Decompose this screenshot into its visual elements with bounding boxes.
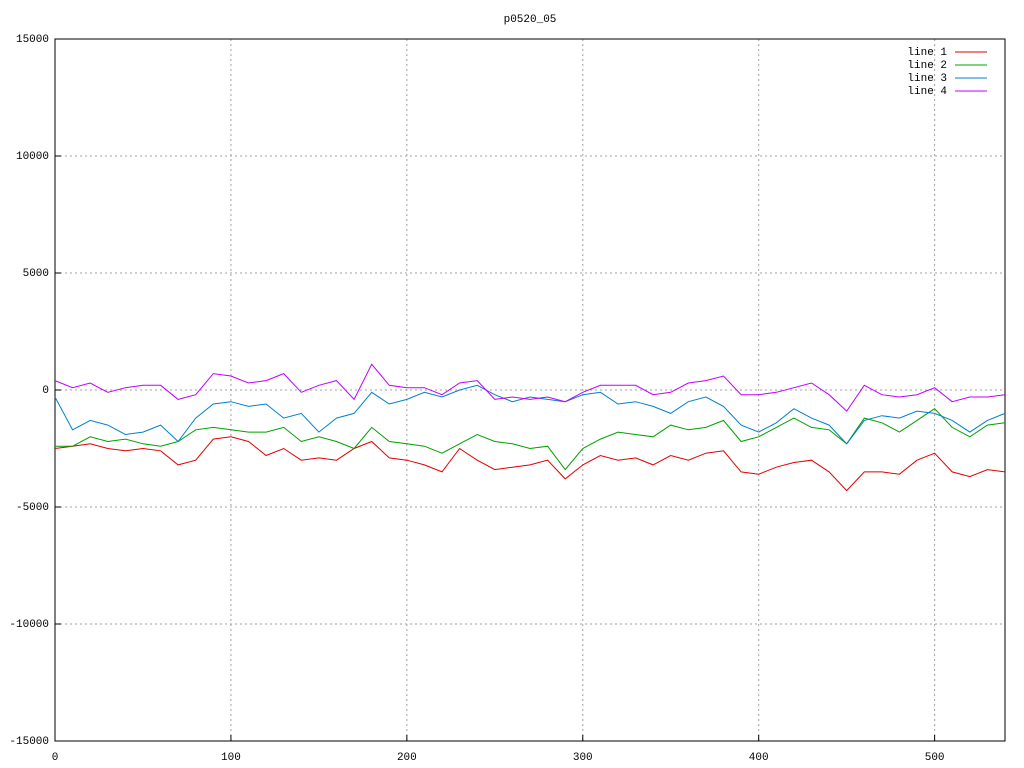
legend-label: line 2 xyxy=(907,60,947,72)
legend-label: line 3 xyxy=(907,73,947,85)
legend-label: line 4 xyxy=(907,86,947,98)
chart-title: p0520_05 xyxy=(504,14,557,26)
y-tick-label: -10000 xyxy=(9,619,49,631)
y-tick-label: 0 xyxy=(42,385,49,397)
legend-label: line 1 xyxy=(907,47,947,59)
x-tick-label: 200 xyxy=(397,752,417,764)
series-line xyxy=(54,436,1006,492)
x-tick-label: 500 xyxy=(925,752,945,764)
series-line xyxy=(54,363,1006,412)
x-tick-label: 100 xyxy=(221,752,241,764)
x-tick-label: 400 xyxy=(749,752,769,764)
y-tick-label: 15000 xyxy=(16,34,49,46)
series-line xyxy=(54,384,1006,445)
y-tick-label: 5000 xyxy=(23,268,49,280)
x-tick-label: 0 xyxy=(52,752,59,764)
y-tick-label: -15000 xyxy=(9,736,49,748)
plot-border xyxy=(54,38,1006,742)
x-tick-label: 300 xyxy=(573,752,593,764)
y-tick-label: 10000 xyxy=(16,151,49,163)
y-tick-label: -5000 xyxy=(16,502,49,514)
series-line xyxy=(55,408,1006,471)
